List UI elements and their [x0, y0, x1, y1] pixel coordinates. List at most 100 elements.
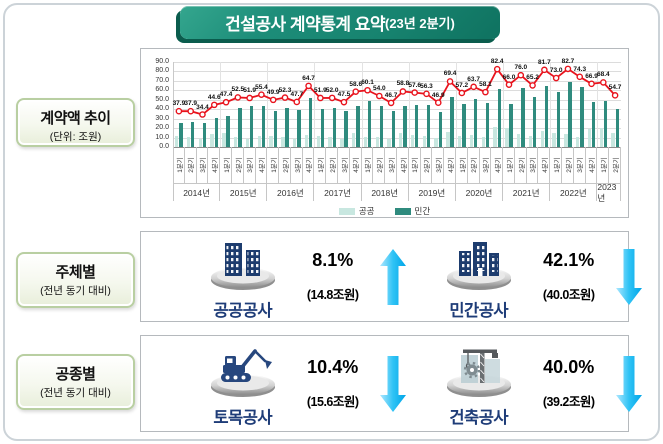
- data-label: 66.0: [502, 73, 516, 81]
- line-point: [434, 99, 442, 107]
- y-axis-label: 80.0: [155, 67, 169, 75]
- chart-bar-private: [297, 109, 301, 147]
- stat-building-works: 건축공사 40.0% (39.2조원): [431, 340, 643, 428]
- year-label: 2017년: [314, 183, 362, 201]
- line-point: [423, 90, 430, 98]
- chart-bar-public: [422, 135, 427, 147]
- worktype-sublabel: (전년 동기 대비): [40, 387, 111, 399]
- chart-bar-public: [198, 138, 203, 147]
- data-label: 52.5: [231, 86, 245, 94]
- chart-bar-public: [340, 138, 344, 147]
- excavator-icon: [205, 340, 281, 403]
- chart-bar-private: [403, 105, 407, 147]
- page-title: 건설공사 계약통계 요약 (23년 2분기): [180, 6, 500, 39]
- chart-bar-public: [175, 135, 179, 147]
- data-label: 74.3: [573, 65, 587, 73]
- legend-swatch: [338, 207, 355, 215]
- chart-bar-public: [328, 136, 332, 147]
- x-tick-label: 4분기: [350, 147, 362, 183]
- data-label: 66.9: [585, 72, 598, 80]
- stat-name: 건축공사: [449, 408, 509, 427]
- data-label: 57.6: [408, 81, 421, 89]
- page-title-period: (23년 2분기): [385, 16, 455, 31]
- chart-bar-private: [391, 111, 395, 147]
- line-point: [387, 99, 395, 107]
- chart-bar-public: [186, 136, 191, 147]
- year-separator: [550, 62, 552, 147]
- year-label: 2022년: [550, 183, 598, 201]
- stat-percent: 8.1%: [312, 250, 354, 270]
- y-axis-label: 30.0: [155, 114, 169, 122]
- worktype-section-label: 공종별 (전년 동기 대비): [16, 354, 135, 410]
- chart-bar-public: [446, 131, 450, 147]
- x-tick-label: 3분기: [432, 147, 445, 183]
- chart-bar-private: [214, 118, 219, 147]
- chart-bar-public: [575, 136, 580, 147]
- chart-bar-public: [281, 136, 285, 147]
- stat-private-works: 민간공사 42.1% (40.0조원): [431, 233, 643, 321]
- chart-bar-private: [415, 104, 419, 147]
- chart-bar-private: [438, 112, 443, 147]
- x-tick-label: 3분기: [291, 147, 303, 183]
- x-tick-label: 4분기: [491, 147, 504, 183]
- data-label: 47.5: [337, 91, 351, 99]
- stat-civil-works: 토목공사 10.4% (15.6조원): [195, 340, 407, 428]
- chart-bar-public: [269, 135, 273, 147]
- data-label: 56.3: [420, 82, 433, 90]
- chart-bar-public: [481, 136, 485, 147]
- line-point: [376, 92, 383, 100]
- x-tick-label: 4분기: [256, 147, 268, 183]
- chart-bar-private: [521, 88, 525, 147]
- chart-bar-private: [273, 111, 277, 147]
- worktype-panel: 토목공사 10.4% (15.6조원): [140, 335, 642, 432]
- line-point: [305, 82, 312, 90]
- x-tick-label: 4분기: [538, 147, 551, 183]
- line-point: [588, 80, 595, 88]
- data-label: 47.4: [219, 91, 233, 99]
- chart-panel: 0.0 10.0 20.0 30.0 40.0 50.0 60.0 70.0 80.0 90.0 3…: [140, 48, 629, 218]
- x-tick-label: 3분기: [338, 147, 350, 183]
- chart-legend: 공공 민간: [141, 205, 628, 217]
- y-axis-label: 0.0: [159, 143, 169, 150]
- chart-bar-private: [568, 81, 572, 147]
- x-tick-label: 2분기: [326, 147, 339, 183]
- data-label: 47.7: [290, 90, 304, 98]
- chart-bar-private: [509, 103, 513, 147]
- data-label: 51.9: [243, 86, 256, 94]
- data-label: 58.1: [479, 81, 492, 89]
- x-tick-label: 2분기: [562, 147, 574, 183]
- data-label: 68.4: [596, 71, 610, 79]
- data-label: 58.8: [396, 80, 410, 88]
- line-point: [576, 73, 584, 81]
- stat-name: 민간공사: [449, 301, 509, 320]
- chart-bar-private: [367, 100, 372, 147]
- chart-bar-public: [552, 132, 556, 147]
- chart-bar-private: [332, 108, 336, 147]
- line-point: [470, 83, 477, 91]
- year-label: 2020년: [455, 183, 504, 201]
- data-label: 37.9: [184, 100, 197, 108]
- chart-bar-private: [591, 101, 596, 147]
- data-label: 65.2: [526, 74, 539, 82]
- public-buildings-icon: [205, 233, 281, 296]
- line-point: [529, 82, 536, 89]
- year-label: 2016년: [267, 183, 315, 201]
- x-tick-label: 4분기: [444, 147, 456, 183]
- private-buildings-icon: [441, 233, 517, 296]
- chart-bar-private: [615, 109, 619, 147]
- chart-bar-private: [179, 122, 183, 147]
- y-axis-label: 10.0: [155, 133, 169, 141]
- x-tick-label: 3분기: [244, 147, 256, 183]
- year-separator: [361, 62, 363, 147]
- data-label: 81.7: [538, 58, 551, 66]
- x-axis-line: [173, 147, 621, 148]
- x-tick-label: 2분기: [232, 147, 244, 183]
- chart-bar-public: [399, 132, 403, 147]
- page-title-text: 건설공사 계약통계 요약: [225, 15, 385, 34]
- chart-bar-private: [544, 85, 549, 147]
- data-label: 60.1: [361, 79, 374, 87]
- x-tick-label: 3분기: [197, 147, 209, 183]
- data-label: 46.9: [431, 91, 445, 99]
- year-separator: [408, 62, 410, 147]
- year-label: 2014년: [173, 183, 221, 201]
